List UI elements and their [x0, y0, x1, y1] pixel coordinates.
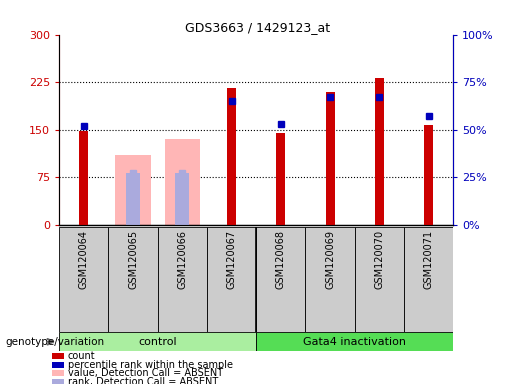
- Bar: [375, 78, 384, 225]
- FancyBboxPatch shape: [404, 227, 453, 332]
- Text: Gata4 inactivation: Gata4 inactivation: [303, 337, 406, 347]
- Text: value, Detection Call = ABSENT: value, Detection Call = ABSENT: [68, 368, 223, 378]
- Text: GDS3663 / 1429123_at: GDS3663 / 1429123_at: [185, 21, 330, 34]
- Bar: [277, 133, 285, 225]
- Bar: [165, 139, 200, 225]
- FancyBboxPatch shape: [355, 227, 404, 332]
- FancyBboxPatch shape: [207, 227, 256, 332]
- FancyBboxPatch shape: [256, 332, 453, 351]
- FancyBboxPatch shape: [158, 227, 207, 332]
- FancyBboxPatch shape: [59, 332, 256, 351]
- Text: control: control: [139, 337, 177, 347]
- Bar: [115, 155, 151, 225]
- Text: GSM120068: GSM120068: [276, 230, 286, 289]
- FancyBboxPatch shape: [256, 227, 305, 332]
- FancyBboxPatch shape: [59, 227, 109, 332]
- Text: percentile rank within the sample: percentile rank within the sample: [68, 360, 233, 370]
- Bar: [126, 173, 140, 225]
- Text: GSM120070: GSM120070: [374, 230, 384, 289]
- Text: GSM120064: GSM120064: [79, 230, 89, 289]
- Text: GSM120067: GSM120067: [227, 230, 236, 289]
- Text: GSM120069: GSM120069: [325, 230, 335, 289]
- Text: GSM120066: GSM120066: [177, 230, 187, 289]
- Text: count: count: [68, 351, 96, 361]
- Bar: [227, 88, 236, 225]
- Bar: [424, 124, 433, 225]
- Text: genotype/variation: genotype/variation: [5, 337, 104, 347]
- FancyBboxPatch shape: [305, 227, 355, 332]
- Bar: [176, 173, 189, 225]
- Text: rank, Detection Call = ABSENT: rank, Detection Call = ABSENT: [68, 377, 218, 384]
- FancyBboxPatch shape: [109, 227, 158, 332]
- Bar: [79, 131, 88, 225]
- Text: GSM120065: GSM120065: [128, 230, 138, 289]
- Bar: [325, 92, 335, 225]
- Text: GSM120071: GSM120071: [423, 230, 434, 289]
